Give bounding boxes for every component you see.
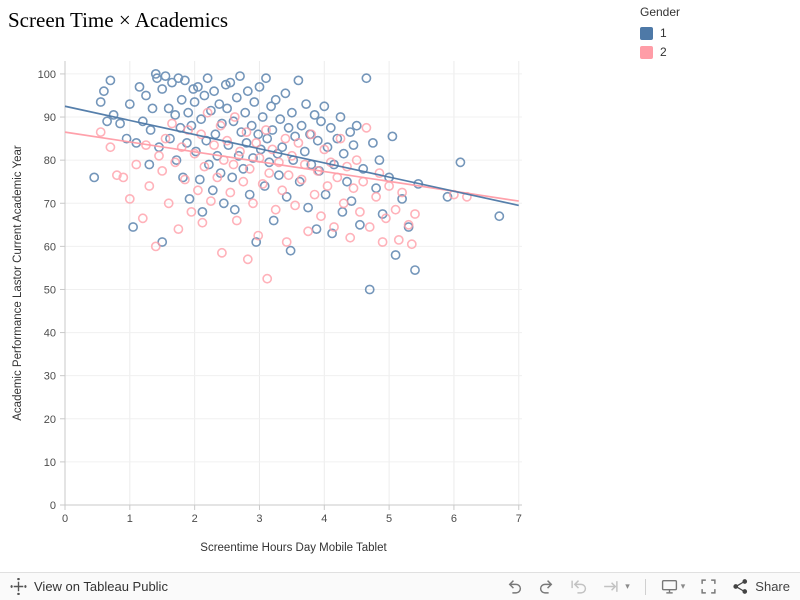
history-caret-icon[interactable]: ▾ (625, 581, 630, 591)
y-axis-title: Academic Performance Lastor Current Acad… (12, 145, 24, 421)
svg-text:6: 6 (451, 513, 457, 525)
toolbar: View on Tableau Public ▾ ▾ (0, 572, 800, 600)
gridlines (65, 61, 522, 505)
svg-text:3: 3 (256, 513, 262, 525)
page-title: Screen Time × Academics (8, 8, 229, 32)
trend-line-gender-1[interactable] (64, 105, 519, 207)
svg-text:2: 2 (192, 513, 198, 525)
legend-title: Gender (640, 5, 681, 19)
legend-label-gender-1: 1 (660, 26, 667, 40)
legend: Gender 1 2 (640, 5, 680, 64)
svg-text:100: 100 (38, 69, 56, 81)
svg-text:10: 10 (44, 457, 56, 469)
svg-text:0: 0 (62, 513, 68, 525)
view-on-tableau-public-label: View on Tableau Public (34, 579, 168, 594)
svg-text:5: 5 (386, 513, 392, 525)
fullscreen-icon[interactable] (700, 578, 717, 595)
svg-text:20: 20 (44, 414, 56, 426)
legend-label-gender-2: 2 (660, 45, 667, 59)
toolbar-actions: ▾ ▾ Share (506, 578, 790, 595)
svg-text:30: 30 (44, 371, 56, 383)
download-caret-icon[interactable]: ▾ (680, 581, 686, 591)
share-icon (733, 579, 748, 594)
undo-icon[interactable] (506, 578, 523, 595)
toolbar-divider (644, 578, 646, 595)
share-label: Share (755, 579, 790, 594)
legend-item-gender-1[interactable]: 1 (640, 26, 680, 40)
svg-text:70: 70 (44, 198, 56, 210)
share-button[interactable]: Share (732, 578, 790, 595)
svg-text:80: 80 (44, 155, 56, 167)
x-axis-title: Screentime Hours Day Mobile Tablet (200, 542, 387, 554)
svg-text:40: 40 (44, 328, 56, 340)
svg-text:1: 1 (127, 513, 133, 525)
legend-swatch-gender-2 (640, 45, 653, 59)
replay-icon[interactable] (570, 578, 587, 595)
tableau-logo-icon (10, 578, 27, 595)
axes (60, 61, 522, 510)
view-on-tableau-public-link[interactable]: View on Tableau Public (10, 578, 168, 595)
forward-icon[interactable] (602, 578, 619, 595)
redo-icon[interactable] (538, 578, 555, 595)
svg-text:50: 50 (44, 284, 56, 296)
legend-item-gender-2[interactable]: 2 (640, 45, 680, 59)
svg-text:0: 0 (50, 500, 56, 512)
svg-text:7: 7 (516, 513, 522, 525)
scatter-points-gender-1[interactable] (89, 68, 505, 295)
svg-text:60: 60 (44, 241, 56, 253)
svg-text:90: 90 (44, 112, 56, 124)
legend-swatch-gender-1 (640, 26, 653, 40)
display-download-icon[interactable] (661, 578, 678, 595)
scatter-chart[interactable]: 0 1 2 3 4 5 6 70102030405060708090100Screentime… (0, 52, 545, 562)
svg-text:4: 4 (321, 513, 327, 525)
scatter-points-gender-2[interactable] (95, 107, 472, 284)
